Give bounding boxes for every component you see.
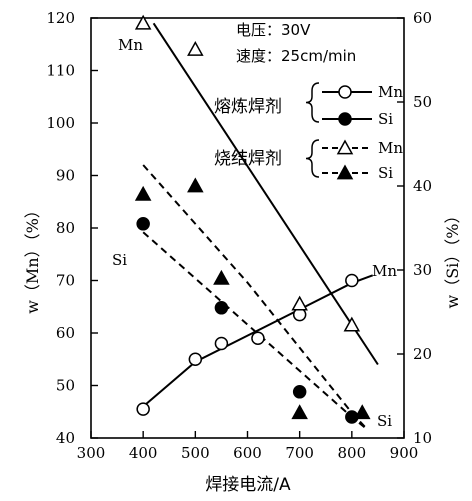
legend-marker-open-triangle	[336, 139, 354, 155]
legend-marker-filled-triangle	[336, 164, 354, 180]
data-point-filled-triangle	[134, 185, 152, 201]
x-axis-title: 焊接电流/A	[205, 475, 291, 495]
y-left-tick-label: 90	[56, 167, 75, 185]
data-point-filled-circle	[214, 301, 229, 315]
y-right-tick-label: 10	[413, 429, 432, 447]
curve-label-mn-steep: Mn	[118, 36, 143, 54]
x-tick-label: 800	[338, 444, 367, 462]
data-point-open-triangle	[343, 316, 361, 332]
legend-label-sintered-mn: Mn	[378, 139, 403, 157]
data-point-filled-circle	[292, 385, 307, 399]
y-axis-title-left: w（Mn）（%）	[23, 202, 42, 314]
legend-brace-sintered-flux	[305, 139, 320, 178]
curve-label-si-upper: Si	[112, 251, 127, 269]
y-left-tick-label: 110	[46, 62, 75, 80]
y-right-tick-label: 30	[413, 261, 432, 279]
curve-label-si-lower: Si	[377, 412, 392, 430]
data-point-open-circle	[188, 352, 203, 366]
trend-line-3	[142, 164, 369, 431]
data-point-open-triangle	[291, 295, 308, 311]
legend-brace-melted-flux	[305, 82, 320, 123]
data-point-open-triangle	[187, 40, 204, 56]
y-left-tick-label: 70	[56, 272, 75, 290]
data-point-filled-triangle	[353, 404, 371, 420]
legend-marker-open-circle	[338, 85, 352, 99]
x-tick-label: 300	[77, 444, 106, 462]
y-right-tick-label: 50	[413, 93, 432, 111]
legend-group-label-sintered-flux: 烧结焊剂	[214, 149, 282, 169]
data-point-filled-triangle	[213, 269, 230, 285]
y-right-tick-label: 40	[413, 177, 432, 195]
legend-marker-filled-circle	[338, 112, 352, 126]
y-left-tick-label: 40	[56, 429, 75, 447]
condition-speed: 速度：25cm/min	[236, 47, 356, 65]
y-axis-title-right: w（Si）（%）	[443, 208, 462, 309]
legend-label-sintered-si: Si	[378, 164, 393, 182]
y-left-tick-label: 60	[56, 324, 75, 342]
y-left-tick-label: 120	[46, 9, 75, 27]
data-point-open-triangle	[134, 14, 152, 30]
y-right-tick-label: 20	[413, 345, 432, 363]
data-point-filled-circle	[136, 217, 150, 231]
legend-label-melted-mn: Mn	[378, 83, 403, 101]
x-tick-label: 700	[285, 444, 314, 462]
curve-label-mn-rising: Mn	[372, 262, 397, 280]
y-right-tick-label: 60	[413, 9, 432, 27]
x-tick-label: 400	[129, 444, 158, 462]
y-left-tick-label: 80	[56, 219, 75, 237]
legend-group-label-melted-flux: 熔炼焊剂	[214, 97, 282, 117]
data-point-open-circle	[214, 336, 229, 351]
y-left-tick-label: 100	[46, 114, 75, 132]
data-point-open-circle	[345, 273, 359, 288]
x-tick-label: 900	[390, 444, 419, 462]
legend-label-melted-si: Si	[378, 110, 393, 128]
data-point-filled-triangle	[187, 177, 204, 193]
x-tick-label: 500	[181, 444, 210, 462]
data-point-open-circle	[136, 402, 150, 416]
x-tick-label: 600	[233, 444, 262, 462]
data-point-open-circle	[251, 331, 265, 345]
trend-line-1	[152, 22, 379, 366]
y-left-tick-label: 50	[56, 377, 75, 395]
condition-voltage: 电压：30V	[236, 21, 311, 39]
data-point-filled-triangle	[291, 404, 308, 420]
trend-line-4	[142, 231, 369, 431]
